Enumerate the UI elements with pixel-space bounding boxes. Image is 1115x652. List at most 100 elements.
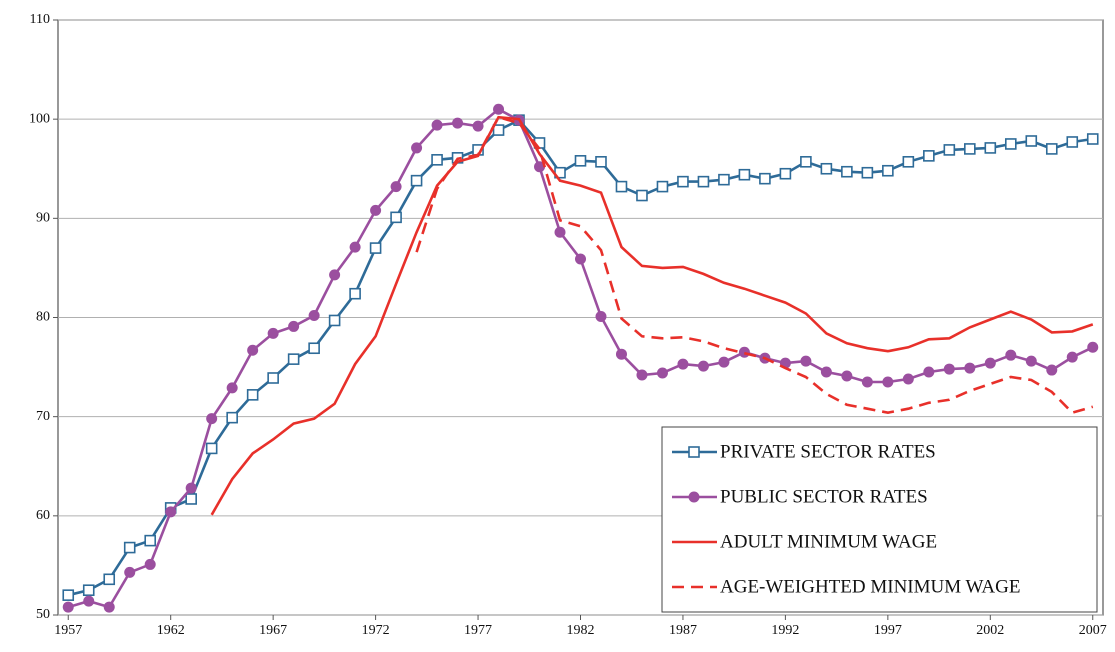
data-point (369, 242, 382, 254)
x-tick-label: 1997 (874, 623, 902, 638)
data-point (267, 372, 279, 384)
data-point (492, 124, 505, 136)
y-tick-label: 100 (29, 111, 50, 126)
y-tick-label: 80 (36, 310, 50, 325)
data-point (1086, 133, 1099, 145)
data-point (185, 482, 197, 494)
data-point (636, 369, 648, 381)
legend-marker (688, 446, 700, 458)
data-point (984, 357, 996, 369)
data-point (738, 168, 751, 181)
data-point (779, 167, 792, 180)
data-point (902, 156, 915, 168)
data-point (246, 389, 259, 401)
x-tick-label: 1972 (362, 623, 390, 638)
data-point (800, 156, 812, 168)
data-point (1025, 135, 1038, 147)
legend-label: PUBLIC SECTOR RATES (720, 486, 928, 507)
data-point (575, 253, 586, 265)
data-point (165, 506, 177, 518)
data-point (185, 493, 197, 505)
data-point (62, 589, 75, 601)
data-point (1046, 364, 1058, 376)
data-point (329, 269, 341, 281)
legend-box (661, 426, 1098, 613)
data-point (1066, 136, 1079, 148)
data-point (964, 143, 976, 155)
data-point (595, 156, 607, 168)
data-point (83, 595, 95, 607)
x-tick-label: 1967 (259, 623, 287, 638)
data-point (144, 558, 156, 570)
data-point (1004, 138, 1017, 150)
data-point (677, 358, 689, 370)
data-point (759, 172, 771, 185)
data-point (902, 373, 914, 385)
data-point (390, 211, 402, 224)
data-point (308, 310, 320, 322)
data-point (1025, 355, 1037, 367)
data-point (205, 442, 218, 455)
data-point (943, 144, 956, 156)
data-point (984, 142, 997, 154)
data-point (882, 164, 894, 177)
data-point (472, 120, 484, 132)
y-tick-label: 50 (36, 607, 50, 622)
legend-label: PRIVATE SECTOR RATES (720, 441, 936, 462)
data-point (247, 344, 259, 356)
data-point (431, 119, 443, 131)
data-point (103, 601, 115, 613)
data-point (677, 175, 689, 188)
data-point (1087, 341, 1099, 353)
data-point (144, 534, 157, 547)
data-point (411, 142, 423, 154)
data-point (349, 241, 361, 253)
data-point (800, 355, 812, 367)
x-tick-label: 1957 (54, 623, 82, 638)
data-point (923, 366, 935, 378)
data-point (308, 342, 320, 355)
data-point (820, 162, 833, 175)
data-point (656, 367, 668, 379)
legend-marker (688, 491, 700, 503)
data-point (923, 150, 935, 162)
x-tick-label: 2007 (1079, 623, 1107, 638)
y-tick-label: 90 (36, 211, 50, 226)
data-point (390, 181, 402, 193)
data-point (943, 363, 955, 375)
data-point (697, 360, 709, 372)
data-point (123, 541, 136, 554)
x-tick-label: 1992 (771, 623, 799, 638)
series-line (210, 115, 1094, 516)
x-tick-label: 1962 (157, 623, 185, 638)
data-point (431, 154, 443, 166)
data-point (1066, 351, 1078, 363)
y-tick-label: 110 (30, 12, 50, 27)
data-point (1045, 143, 1058, 155)
data-point (534, 161, 546, 173)
data-point (103, 573, 116, 586)
data-point (861, 376, 873, 388)
data-point (964, 362, 976, 374)
data-point (370, 204, 382, 216)
data-point (206, 413, 218, 425)
data-point (349, 287, 361, 300)
data-point (718, 356, 730, 368)
data-point (861, 166, 874, 179)
series-line (415, 115, 1094, 415)
data-point (697, 175, 710, 188)
data-point (554, 226, 566, 238)
data-point (656, 180, 669, 193)
data-point (82, 584, 95, 597)
data-point (718, 173, 730, 186)
data-point (288, 320, 300, 332)
data-point (267, 327, 279, 339)
data-point (574, 155, 587, 167)
data-point (636, 189, 648, 202)
y-tick-label: 70 (36, 409, 50, 424)
data-point (841, 370, 853, 382)
legend-label: AGE-WEIGHTED MINIMUM WAGE (720, 576, 1020, 597)
data-point (1005, 349, 1017, 361)
data-point (615, 348, 627, 360)
data-point (820, 366, 832, 378)
